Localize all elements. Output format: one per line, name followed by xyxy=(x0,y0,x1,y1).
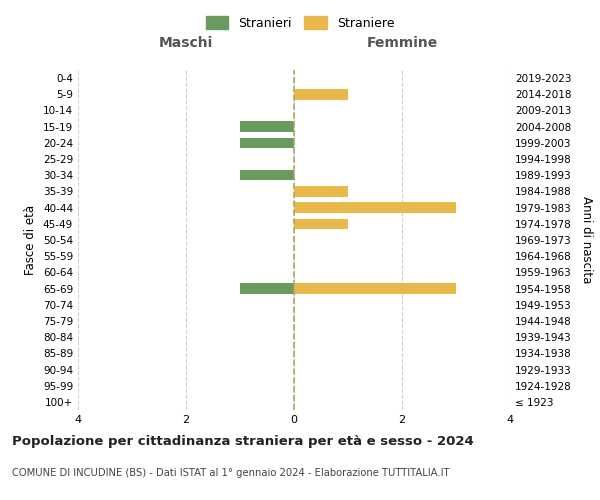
Text: Popolazione per cittadinanza straniera per età e sesso - 2024: Popolazione per cittadinanza straniera p… xyxy=(12,435,474,448)
Bar xyxy=(294,284,456,294)
Bar xyxy=(294,218,348,229)
Bar xyxy=(240,138,294,148)
Legend: Stranieri, Straniere: Stranieri, Straniere xyxy=(201,11,399,35)
Y-axis label: Anni di nascita: Anni di nascita xyxy=(580,196,593,284)
Text: Maschi: Maschi xyxy=(159,36,213,50)
Y-axis label: Fasce di età: Fasce di età xyxy=(25,205,37,275)
Text: Femmine: Femmine xyxy=(367,36,437,50)
Bar xyxy=(240,122,294,132)
Bar xyxy=(294,202,456,213)
Bar xyxy=(240,284,294,294)
Bar xyxy=(294,89,348,100)
Bar xyxy=(240,170,294,180)
Bar xyxy=(294,186,348,196)
Text: COMUNE DI INCUDINE (BS) - Dati ISTAT al 1° gennaio 2024 - Elaborazione TUTTITALI: COMUNE DI INCUDINE (BS) - Dati ISTAT al … xyxy=(12,468,449,477)
